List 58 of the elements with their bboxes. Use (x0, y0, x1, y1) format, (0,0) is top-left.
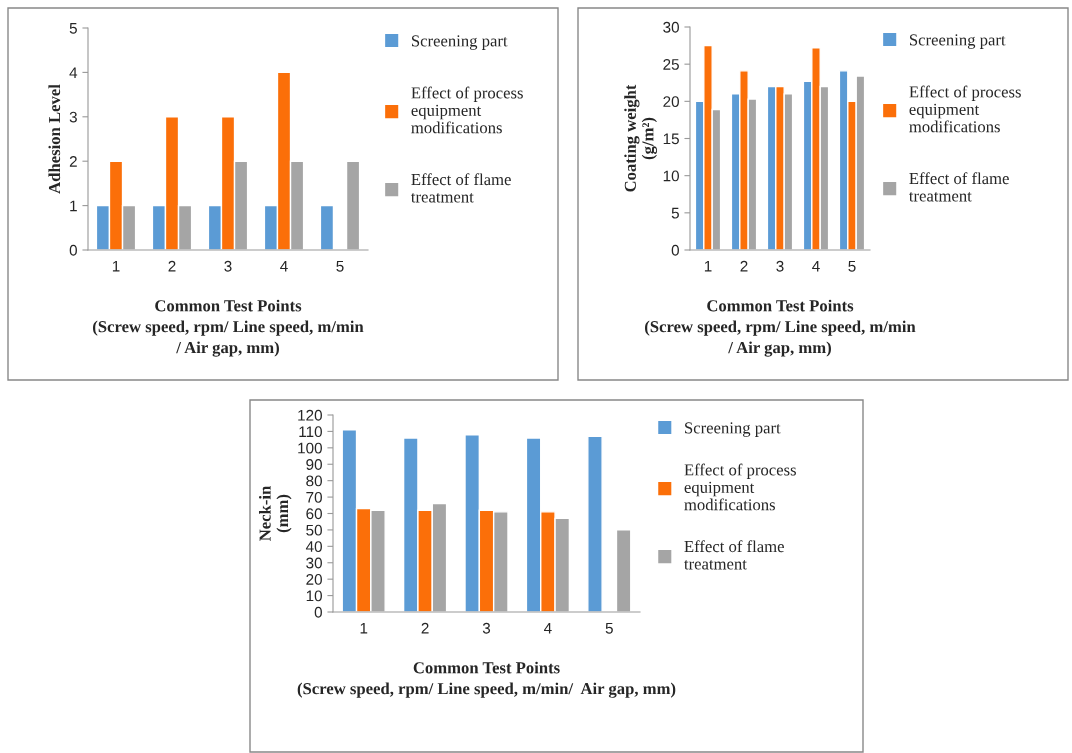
y-tick-label: 80 (306, 475, 322, 487)
x-tick-label: 3 (776, 260, 784, 272)
x-tick-label: 1 (112, 260, 120, 272)
y-tick-label: 90 (306, 459, 322, 470)
y-tick-label: 1 (70, 200, 77, 212)
bar (587, 435, 603, 612)
y-tick-label: 5 (671, 207, 679, 219)
x-tick-label: 1 (360, 622, 368, 634)
x-tick-label: 3 (224, 260, 232, 272)
legend-label: Screening part (909, 34, 1006, 49)
x-tick-label: 4 (544, 622, 552, 634)
y-tick-label: 20 (306, 574, 322, 585)
y-tick-label: 40 (305, 541, 322, 553)
y-tick-label: 70 (306, 491, 322, 503)
y-tick-label: 15 (663, 133, 679, 145)
y-tick-label: 4 (69, 67, 78, 78)
y-tick-label: 30 (306, 557, 322, 569)
legend-label: Effect of process equipment modifications (411, 86, 523, 134)
y-tick-label: 100 (298, 442, 322, 454)
legend-label: Effect of process equipment modifications (909, 85, 1021, 133)
x-axis-title: Common Test Points (Screw speed, rpm/ Line speed, m/min / Air gap, mm) (645, 299, 916, 357)
x-tick-label: 2 (421, 622, 429, 634)
y-tick-label: 30 (663, 21, 679, 33)
y-tick-label: 2 (69, 156, 77, 167)
y-tick-label: 5 (69, 23, 77, 34)
y-tick-label: 0 (69, 244, 77, 256)
legend-label: Effect of flame treatment (411, 173, 511, 203)
x-tick-label: 5 (605, 622, 613, 634)
y-tick-label: 110 (299, 426, 322, 438)
y-tick-label: 3 (69, 111, 77, 123)
y-tick-label: 50 (306, 524, 322, 536)
x-tick-label: 5 (848, 260, 856, 272)
bar (319, 204, 335, 250)
x-tick-label: 2 (740, 260, 748, 272)
legend-label: Screening part (411, 35, 508, 50)
legend-label: Effect of process equipment modifications (684, 463, 796, 511)
y-tick-label: 25 (663, 59, 679, 70)
x-tick-label: 1 (704, 260, 712, 272)
y-tick-label: 0 (314, 606, 322, 618)
legend-label: Screening part (685, 422, 781, 437)
y-tick-label: 0 (671, 244, 679, 256)
x-tick-label: 4 (280, 260, 288, 272)
legend-label: Effect of flame treatment (909, 172, 1009, 202)
x-tick-label: 3 (482, 622, 491, 634)
y-tick-label: 10 (306, 590, 322, 602)
y-tick-label: 120 (298, 409, 322, 421)
y-axis-title: Adhesion Level (48, 84, 61, 194)
y-tick-label: 60 (306, 508, 322, 520)
x-tick-label: 2 (168, 260, 176, 272)
y-axis-title: Coating weight (g/m²) (624, 84, 658, 192)
y-axis-title: Neck-in (mm) (259, 485, 292, 541)
x-axis-title: Common Test Points (Screw speed, rpm/ Line speed, m/min/ Air gap, mm) (297, 661, 676, 698)
x-tick-label: 4 (812, 260, 820, 272)
legend-label: Effect of flame treatment (684, 540, 784, 570)
x-axis-title: Common Test Points (Screw speed, rpm/ Line speed, m/min / Air gap, mm) (93, 299, 364, 357)
x-tick-label: 5 (336, 260, 344, 272)
y-tick-label: 10 (663, 170, 679, 182)
y-tick-label: 20 (663, 96, 679, 108)
